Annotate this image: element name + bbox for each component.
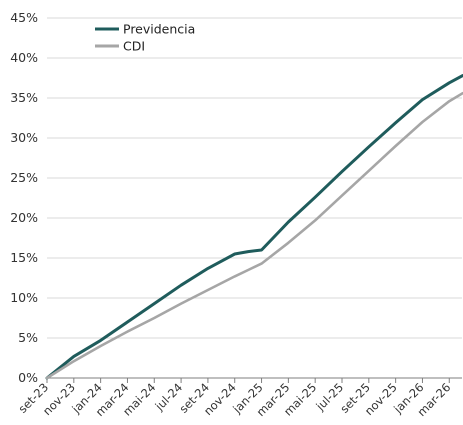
series-line-previdencia	[45, 74, 463, 380]
y-tick-label: 20%	[10, 210, 38, 225]
series-lines	[45, 74, 463, 380]
y-tick-label: 45%	[10, 10, 38, 25]
y-tick-label: 30%	[10, 130, 38, 145]
y-tick-label: 0%	[18, 370, 38, 385]
series-line-cdi	[45, 91, 463, 380]
y-tick-label: 35%	[10, 90, 38, 105]
y-tick-label: 10%	[10, 290, 38, 305]
y-tick-label: 40%	[10, 50, 38, 65]
y-tick-label: 25%	[10, 170, 38, 185]
gridlines	[47, 17, 462, 339]
legend: Previdencia CDI	[95, 22, 195, 54]
y-tick-label: 5%	[18, 330, 38, 345]
y-tick-label: 15%	[10, 250, 38, 265]
legend-label: CDI	[123, 39, 145, 54]
legend-label: Previdencia	[123, 22, 195, 37]
